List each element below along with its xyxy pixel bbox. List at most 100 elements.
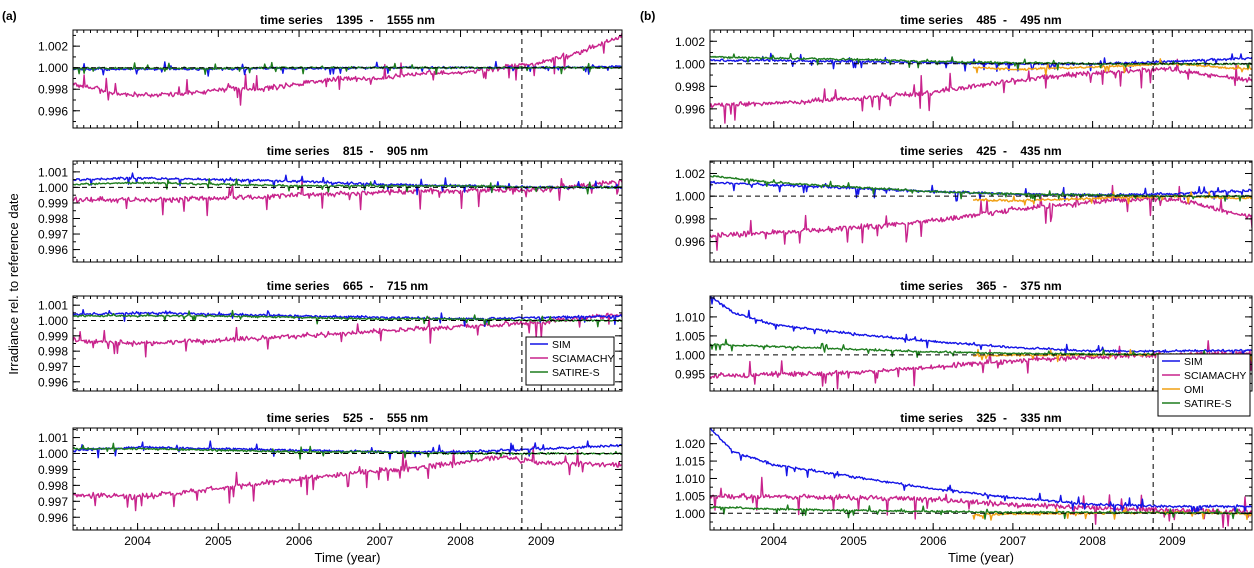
series-line-sciamachy (710, 184, 1252, 251)
series-group (73, 309, 622, 358)
chart-panel: time series 525 - 555 nm 2004 2005 2006 2007… (38, 411, 623, 565)
y-tick-label: 1.010 (675, 472, 705, 486)
y-tick-label: 0.996 (38, 243, 68, 257)
legend: SIM SCIAMACHY OMI SATIRE-S (1157, 353, 1251, 417)
x-tick-label: 2004 (124, 534, 151, 548)
plot-frame (72, 29, 623, 129)
chart-panel: (b) time series 485 - 495 nm 0.996 0.998 1.0… (640, 9, 1253, 129)
chart-panel: (a) time series 1395 - 1555 nm 0.996 0.998 1… (2, 9, 623, 129)
x-tick-label: 2009 (1159, 534, 1186, 548)
y-tick-label: 0.998 (38, 479, 68, 493)
legend-label: SATIRE-S (1184, 398, 1232, 410)
series-line-sim (73, 309, 622, 327)
y-tick-label: 1.000 (38, 447, 68, 461)
y-tick-label: 0.996 (675, 102, 705, 116)
y-tick-label: 1.000 (675, 57, 705, 71)
y-tick-label: 1.005 (675, 329, 705, 343)
series-group (710, 428, 1252, 529)
x-tick-label: 2007 (1000, 534, 1027, 548)
y-tick-label: 1.015 (675, 455, 705, 469)
y-tick-label: 0.998 (675, 212, 705, 226)
y-tick-label: 1.010 (675, 310, 705, 324)
series-line-satire-s (73, 177, 622, 195)
y-tick-label: 1.005 (675, 489, 705, 503)
series-line-sciamachy (73, 177, 622, 217)
x-tick-label: 2009 (528, 534, 555, 548)
x-tick-label: 2005 (205, 534, 232, 548)
y-tick-label: 0.998 (38, 345, 68, 359)
series-line-omi (973, 191, 1252, 206)
y-tick-label: 1.001 (38, 299, 68, 313)
y-tick-label: 1.000 (38, 61, 68, 75)
series-line-omi (972, 58, 1252, 76)
series-line-sim (710, 296, 1252, 357)
y-tick-label: 0.996 (38, 104, 68, 118)
x-tick-label: 2006 (286, 534, 313, 548)
plot-frame (72, 160, 623, 263)
chart-title: time series 365 - 375 nm (900, 279, 1061, 293)
legend-label: SCIAMACHY (552, 353, 614, 365)
legend-label: SIM (1184, 356, 1203, 368)
plot-frame (709, 160, 1253, 263)
plot-frame (72, 427, 623, 531)
panels: (a) time series 1395 - 1555 nm 0.996 0.998 1… (2, 9, 1253, 565)
series-line-satire-s (73, 309, 622, 328)
y-tick-label: 1.000 (38, 181, 68, 195)
y-tick-label: 1.020 (675, 437, 705, 451)
y-tick-label: 0.996 (38, 511, 68, 525)
series-line-sciamachy (73, 32, 622, 106)
y-tick-label: 0.998 (675, 80, 705, 94)
chart-title: time series 485 - 495 nm (900, 13, 1061, 27)
legend: SIM SCIAMACHY SATIRE-S (525, 336, 615, 386)
x-axis-label: Time (year) (315, 550, 381, 565)
chart-panel: time series 425 - 435 nm 0.996 0.998 1.000 1… (675, 144, 1253, 263)
y-tick-label: 0.999 (38, 196, 68, 210)
y-tick-label: 1.000 (675, 190, 705, 204)
y-tick-label: 0.997 (38, 228, 68, 242)
y-tick-label: 1.002 (675, 35, 705, 49)
x-tick-label: 2004 (760, 534, 787, 548)
y-tick-label: 1.001 (38, 165, 68, 179)
legend-label: OMI (1184, 384, 1204, 396)
legend-label: SATIRE-S (552, 367, 600, 379)
chart-panel: time series 815 - 905 nm0.9960.9970.9980… (6, 144, 623, 375)
legend-label: SCIAMACHY (1184, 370, 1246, 382)
series-line-sciamachy (710, 476, 1252, 529)
chart-title: time series 425 - 435 nm (900, 144, 1061, 158)
y-tick-label: 0.997 (38, 360, 68, 374)
series-line-sim (710, 52, 1252, 73)
chart-title: time series 325 - 335 nm (900, 411, 1061, 425)
series-line-satire-s (710, 504, 1252, 520)
y-tick-label: 0.997 (38, 495, 68, 509)
x-tick-label: 2006 (920, 534, 947, 548)
legend-box (525, 336, 615, 386)
chart-title: time series 525 - 555 nm (267, 411, 428, 425)
series-line-sciamachy (73, 312, 622, 358)
y-tick-label: 1.000 (675, 348, 705, 362)
series-line-satire-s (73, 442, 622, 461)
y-tick-label: 1.002 (38, 40, 68, 54)
chart-title: time series 665 - 715 nm (267, 279, 428, 293)
y-axis-label: Irradiance rel. to reference date (6, 193, 21, 374)
series-group (73, 440, 622, 512)
series-group (73, 172, 622, 217)
x-axis-label: Time (year) (948, 550, 1014, 565)
series-group (710, 174, 1252, 251)
y-tick-label: 1.002 (675, 167, 705, 181)
panel-label: (a) (2, 9, 17, 23)
y-tick-label: 0.995 (675, 367, 705, 381)
y-tick-label: 0.998 (38, 212, 68, 226)
series-line-sim (710, 428, 1252, 516)
y-tick-label: 1.001 (38, 431, 68, 445)
series-line-sciamachy (710, 58, 1252, 124)
x-tick-label: 2007 (366, 534, 393, 548)
plot-frame (709, 427, 1253, 531)
legend-box (1157, 353, 1251, 417)
y-tick-label: 0.996 (675, 235, 705, 249)
y-tick-label: 0.996 (38, 375, 68, 389)
chart-title: time series 815 - 905 nm (267, 144, 428, 158)
y-tick-label: 0.999 (38, 329, 68, 343)
series-group (73, 32, 622, 106)
